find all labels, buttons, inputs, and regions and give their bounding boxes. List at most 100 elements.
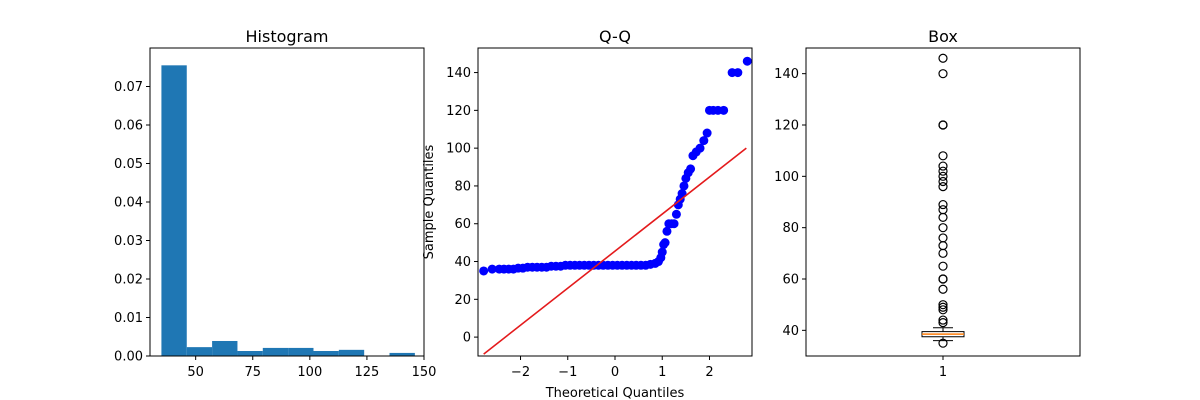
qq-y-tick-label: 0 <box>463 331 471 346</box>
histogram-x-tick-label: 50 <box>187 365 204 380</box>
histogram-axes-frame <box>149 47 425 357</box>
qq-axes-frame <box>477 47 753 357</box>
box-outlier <box>938 53 948 63</box>
histogram-y-tick-label: 0.05 <box>114 157 143 172</box>
box-x-ticks: 1 <box>939 356 947 380</box>
histogram-y-ticks: 0.00 0.01 0.02 0.03 0.04 0.05 0.06 0.07 <box>114 80 150 365</box>
box-y-tick-label: 100 <box>774 170 799 185</box>
histogram-panel: Histogram 50 75 100 125 150 0.00 0.01 0.02 0.03… <box>114 27 436 380</box>
box-panel: Box 1 40 60 80 100 120 140 <box>774 27 1081 380</box>
qq-y-ticks: 0 20 40 60 80 100 120 140 <box>446 66 478 346</box>
histogram-bar <box>186 347 213 356</box>
box-plot-marks <box>921 53 965 348</box>
box-y-tick-label: 80 <box>782 221 799 236</box>
qq-point <box>733 68 743 78</box>
box-y-tick-label: 40 <box>782 324 799 339</box>
histogram-y-tick-label: 0.04 <box>114 196 143 211</box>
histogram-bar <box>338 349 365 356</box>
qq-y-tick-label: 20 <box>454 293 471 308</box>
box-x-tick-label: 1 <box>939 365 947 380</box>
box-outlier <box>938 300 948 310</box>
box-outlier <box>938 212 948 222</box>
box-outlier <box>938 241 948 251</box>
box-axes-frame <box>805 47 1081 357</box>
box-outlier <box>938 161 948 171</box>
histogram-y-tick-label: 0.03 <box>114 234 143 249</box>
box-outlier <box>938 318 948 328</box>
qq-point <box>662 226 672 236</box>
box-y-tick-label: 120 <box>774 119 799 134</box>
box-outlier <box>938 166 948 176</box>
histogram-title: Histogram <box>246 27 329 46</box>
histogram-bar <box>237 350 263 356</box>
box-outlier <box>938 274 948 284</box>
qq-point <box>742 56 752 66</box>
qq-point <box>479 266 489 276</box>
qq-title: Q-Q <box>599 27 631 46</box>
qq-point <box>702 128 712 138</box>
qq-point <box>671 209 681 219</box>
box-y-tick-label: 140 <box>774 67 799 82</box>
qq-reference-line <box>483 147 747 355</box>
qq-y-axis-label: Sample Quantiles <box>422 144 437 259</box>
qq-x-tick-label: 1 <box>658 365 666 380</box>
qq-x-tick-label: 0 <box>611 365 619 380</box>
box-outlier <box>938 182 948 192</box>
box-outlier <box>938 233 948 243</box>
qq-point <box>660 238 670 248</box>
qq-y-tick-label: 40 <box>454 255 471 270</box>
qq-point <box>695 143 705 153</box>
qq-x-axis-label: Theoretical Quantiles <box>545 386 685 400</box>
qq-point <box>669 219 679 229</box>
box-outlier <box>938 338 948 348</box>
qq-y-tick-label: 100 <box>446 142 471 157</box>
histogram-bar <box>262 347 289 356</box>
histogram-bar <box>313 350 339 356</box>
qq-x-tick-label: −1 <box>558 365 577 380</box>
qq-point <box>657 247 667 257</box>
box-outlier <box>938 223 948 233</box>
box-outlier <box>938 284 948 294</box>
qq-x-tick-label: −2 <box>511 365 530 380</box>
qq-y-tick-label: 120 <box>446 104 471 119</box>
histogram-bar <box>389 352 415 356</box>
histogram-y-tick-label: 0.02 <box>114 273 143 288</box>
box-outlier <box>938 302 948 312</box>
histogram-x-tick-label: 125 <box>355 365 380 380</box>
histogram-bars <box>161 65 415 356</box>
histogram-x-ticks: 50 75 100 125 150 <box>187 356 436 380</box>
qq-point <box>487 264 497 274</box>
box-outlier <box>938 315 948 325</box>
box-outlier <box>938 199 948 210</box>
box-outlier <box>938 151 948 161</box>
histogram-y-tick-label: 0.06 <box>114 119 143 134</box>
box-outlier <box>938 261 948 271</box>
histogram-x-tick-label: 150 <box>412 365 437 380</box>
histogram-bar <box>288 347 314 356</box>
qq-x-ticks: −2 −1 0 1 2 <box>511 356 714 380</box>
qq-x-tick-label: 2 <box>705 365 713 380</box>
box-y-ticks: 40 60 80 100 120 140 <box>774 67 806 339</box>
qq-point <box>686 164 696 174</box>
histogram-x-tick-label: 75 <box>244 365 261 380</box>
box-outlier <box>938 176 948 187</box>
box-outlier <box>938 171 948 181</box>
box-outlier <box>938 305 948 315</box>
histogram-y-tick-label: 0.01 <box>114 311 143 326</box>
qq-point <box>699 136 709 146</box>
box-outlier <box>938 69 948 79</box>
qq-y-tick-label: 80 <box>454 179 471 194</box>
qq-y-tick-label: 140 <box>446 66 471 81</box>
box-outlier <box>938 248 948 258</box>
histogram-bar <box>212 340 238 356</box>
histogram-bar <box>161 65 187 356</box>
box-title: Box <box>928 27 958 46</box>
histogram-x-tick-label: 100 <box>297 365 322 380</box>
qq-points <box>479 56 752 276</box>
histogram-y-tick-label: 0.07 <box>114 80 143 95</box>
box-outlier <box>938 205 948 215</box>
qq-point <box>679 181 689 191</box>
histogram-y-tick-label: 0.00 <box>114 350 143 365</box>
qq-point <box>719 105 729 115</box>
